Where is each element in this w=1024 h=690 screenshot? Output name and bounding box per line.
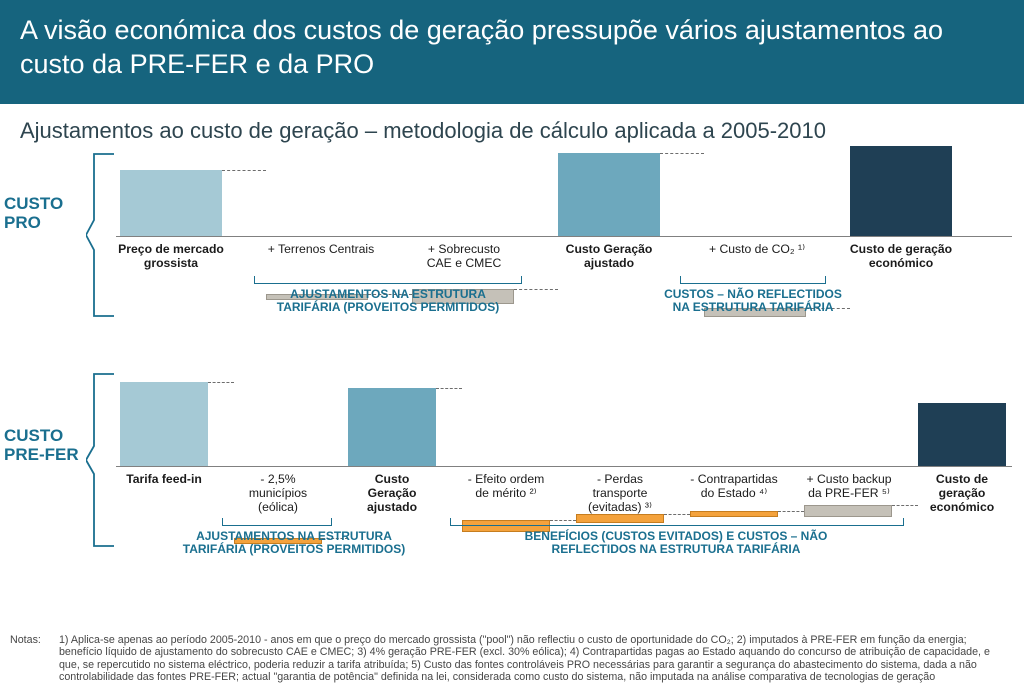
category-label: + Terrenos Centrais xyxy=(266,242,376,256)
category-label: - Efeito ordemde mérito ²⁾ xyxy=(454,472,558,500)
category-label: + SobrecustoCAE e CMEC xyxy=(406,242,522,270)
plot-prefer: Tarifa feed-in - 2,5%municípios(eólica) Cu… xyxy=(116,370,1012,598)
connector xyxy=(664,514,690,515)
category-label: CustoGeraçãoajustado xyxy=(342,472,442,514)
baseline xyxy=(116,466,1012,467)
bar xyxy=(120,382,208,466)
category-label: Custo de geraçãoeconómico xyxy=(828,242,974,270)
chart-row-pro: CUSTOPRO Preço de mercadogrossista+ Terr… xyxy=(0,150,1024,370)
plot-pro: Preço de mercadogrossista+ Terrenos Cent… xyxy=(116,150,1012,370)
connector xyxy=(660,153,704,154)
bar xyxy=(120,170,222,236)
category-label: Tarifa feed-in xyxy=(114,472,214,486)
bar xyxy=(918,403,1006,466)
group-bracket xyxy=(680,276,826,284)
bar xyxy=(348,388,436,466)
category-label: Custo degeraçãoeconómico xyxy=(910,472,1014,514)
category-label: - Perdastransporte(evitadas) ³⁾ xyxy=(568,472,672,514)
category-label: - Contrapartidasdo Estado ⁴⁾ xyxy=(682,472,786,500)
group-bracket xyxy=(254,276,522,284)
category-label: Preço de mercadogrossista xyxy=(106,242,236,270)
title-band: A visão económica dos custos de geração … xyxy=(0,0,1024,104)
bar xyxy=(690,511,778,517)
chart-row-prefer: CUSTOPRE-FER Tarifa feed-in - 2,5%municíp… xyxy=(0,370,1024,598)
connector xyxy=(778,511,804,512)
page-title: A visão económica dos custos de geração … xyxy=(20,14,1004,82)
footnotes-label: Notas: xyxy=(10,634,56,647)
side-bracket-pro xyxy=(86,150,116,320)
subtitle: Ajustamentos ao custo de geração – metod… xyxy=(0,104,1024,150)
group-label: AJUSTAMENTOS NA ESTRUTURATARIFÁRIA (PROV… xyxy=(248,288,528,316)
side-label-prefer: CUSTOPRE-FER xyxy=(4,426,94,465)
group-label: AJUSTAMENTOS NA ESTRUTURATARIFÁRIA (PROV… xyxy=(164,530,424,558)
bar xyxy=(804,505,892,517)
connector xyxy=(436,388,462,389)
charts-area: CUSTOPRO Preço de mercadogrossista+ Terr… xyxy=(0,150,1024,598)
category-label: + Custo de CO₂ ¹⁾ xyxy=(699,242,815,256)
category-label: Custo Geraçãoajustado xyxy=(548,242,670,270)
connector xyxy=(208,382,234,383)
group-bracket xyxy=(450,518,904,526)
side-label-pro: CUSTOPRO xyxy=(4,194,94,233)
group-label: CUSTOS – NÃO REFLECTIDOSNA ESTRUTURA TAR… xyxy=(613,288,893,316)
bar xyxy=(850,146,952,236)
footnotes-text: 1) Aplica-se apenas ao período 2005-2010… xyxy=(59,634,1011,685)
category-label: - 2,5%municípios(eólica) xyxy=(228,472,328,514)
bar xyxy=(558,153,660,236)
baseline xyxy=(116,236,1012,237)
category-label: + Custo backupda PRE-FER ⁵⁾ xyxy=(796,472,902,500)
group-bracket xyxy=(222,518,332,526)
group-label: BENEFÍCIOS (CUSTOS EVITADOS) E CUSTOS – … xyxy=(486,530,866,558)
footnotes: Notas: 1) Aplica-se apenas ao período 20… xyxy=(10,634,1014,685)
connector xyxy=(222,170,266,171)
